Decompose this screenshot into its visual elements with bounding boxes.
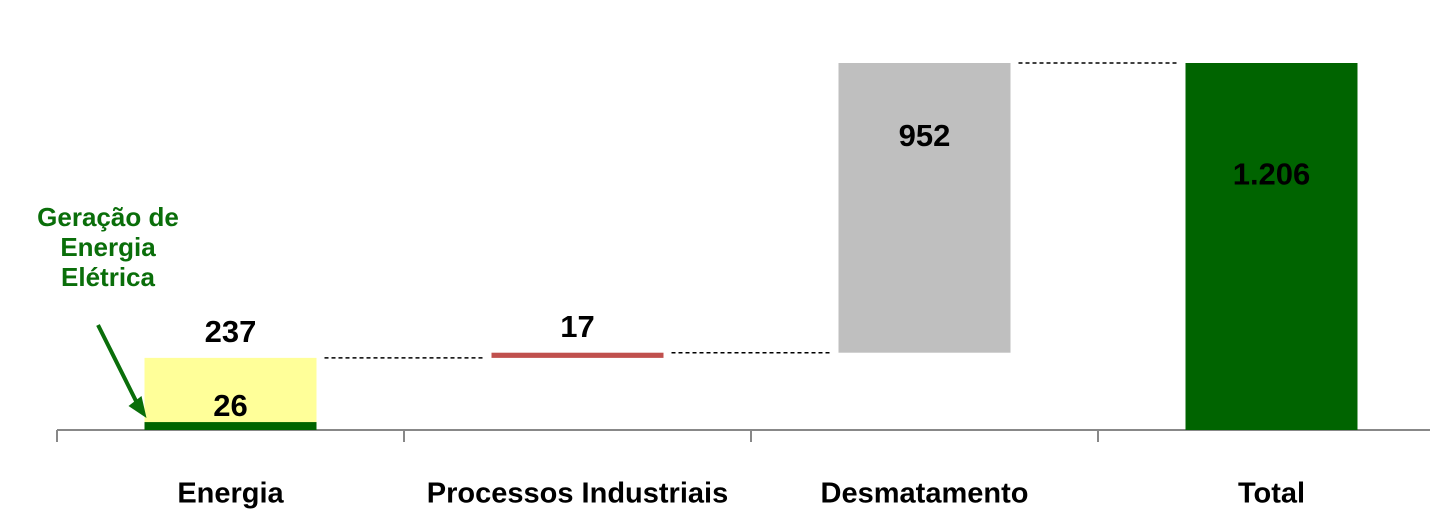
arrow [96, 324, 143, 411]
x-tick-label: Processos Industriais [427, 478, 728, 510]
value-label: 237 [205, 314, 257, 349]
value-label: 1.206 [1233, 157, 1311, 192]
value-label: 952 [899, 118, 951, 153]
annotation: Geração de Energia Elétrica [37, 202, 179, 292]
arrow-head [128, 396, 147, 418]
bar [838, 63, 1011, 353]
x-tick-label: Energia [177, 478, 284, 510]
bar [144, 357, 317, 430]
bar [1185, 63, 1358, 430]
value-label: 17 [560, 309, 594, 344]
x-tick-label: Total [1238, 478, 1305, 510]
highlight-label: 26 [213, 388, 247, 423]
bar [491, 352, 664, 358]
highlight-bar [144, 422, 317, 430]
x-tick-label: Desmatamento [821, 478, 1029, 510]
